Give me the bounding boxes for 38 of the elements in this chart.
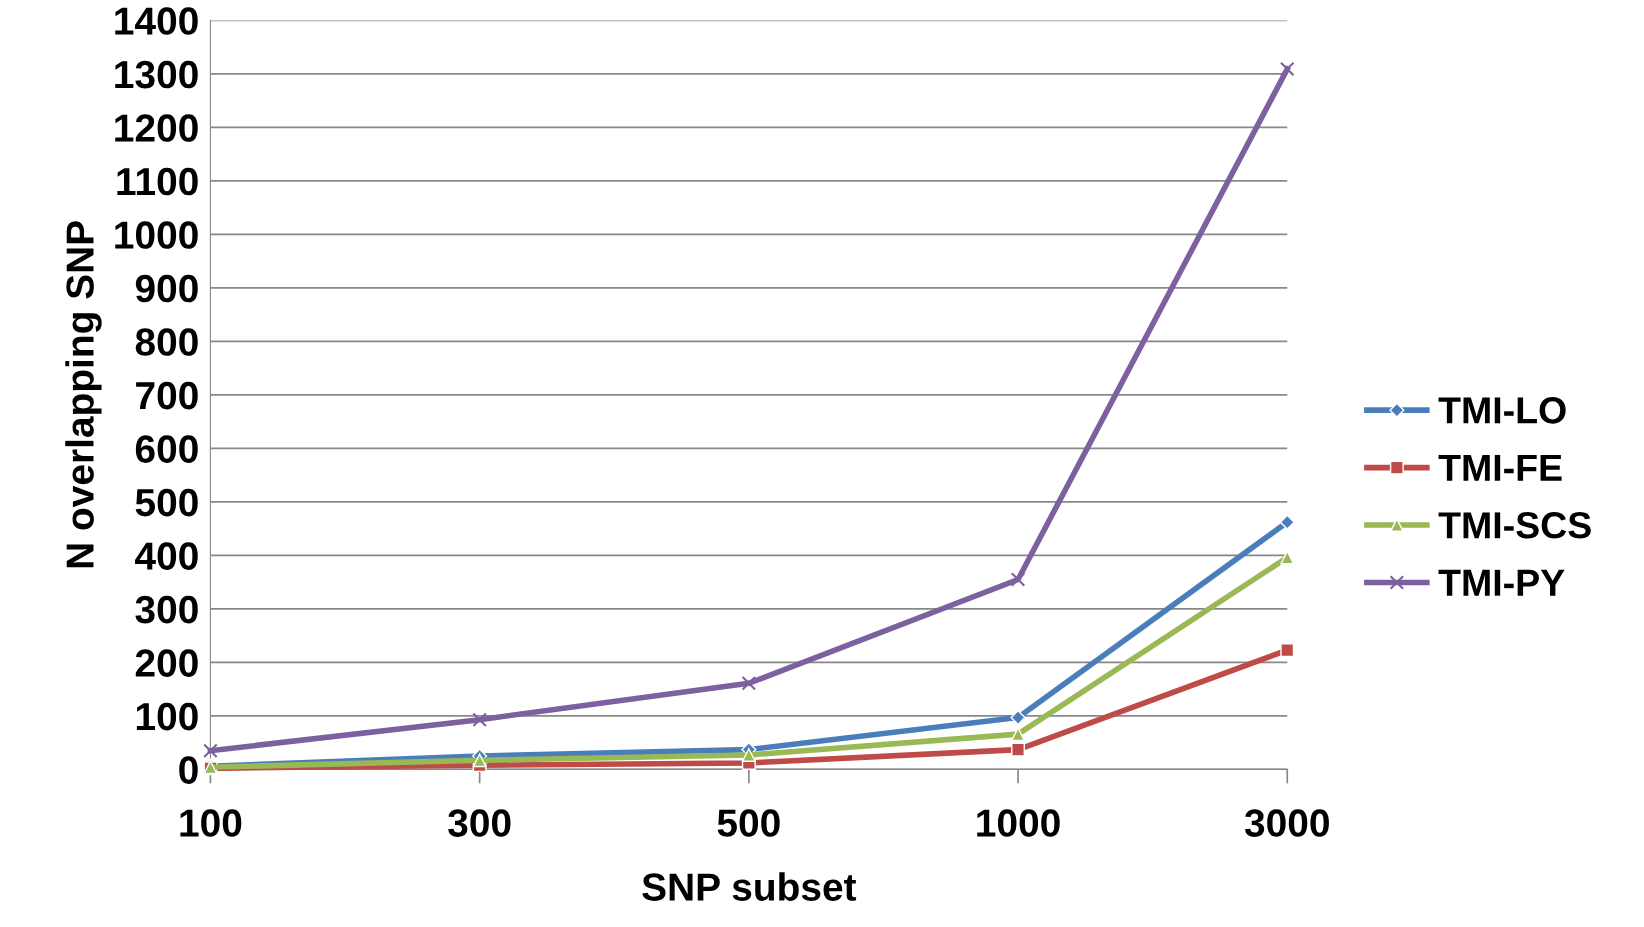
y-tick-label: 1100 xyxy=(117,167,198,196)
y-tick-label: 400 xyxy=(135,542,198,570)
y-tick-label: 500 xyxy=(135,488,198,517)
point xyxy=(203,743,218,758)
x-tick-label: 500 xyxy=(717,809,780,837)
y-tick-label: 0 xyxy=(179,756,198,784)
point xyxy=(1011,742,1025,757)
x-tick-label: 3000 xyxy=(1244,809,1329,837)
legend-label: TMI-FE xyxy=(1438,454,1562,481)
y-tick-label: 700 xyxy=(136,381,198,410)
y-tick-label: 1400 xyxy=(115,7,198,35)
y-tick-label: 100 xyxy=(136,702,198,731)
point xyxy=(1011,727,1025,742)
x-axis-title: SNP subset xyxy=(642,872,857,901)
x-tick-label: 300 xyxy=(448,809,511,837)
legend-label: TMI-LO xyxy=(1438,397,1566,424)
x-tick-label: 100 xyxy=(180,809,242,837)
point xyxy=(741,748,756,762)
y-tick-label: 600 xyxy=(135,435,198,463)
y-tick-label: 1200 xyxy=(115,114,198,142)
point xyxy=(1279,61,1295,77)
y-tick-label: 300 xyxy=(135,595,198,624)
y-tick-label: 1300 xyxy=(115,60,198,89)
x-tick-label: 1000 xyxy=(977,809,1060,837)
point xyxy=(1010,572,1026,587)
y-tick-label: 900 xyxy=(135,274,198,303)
legend-label: TMI-SCS xyxy=(1438,512,1591,539)
legend-label: TMI-PY xyxy=(1438,569,1565,596)
point xyxy=(472,712,487,727)
point xyxy=(741,675,757,691)
point xyxy=(472,753,487,768)
y-axis-title: N overlapping SNP xyxy=(65,221,102,568)
point xyxy=(1010,709,1026,726)
point xyxy=(1279,514,1295,530)
y-tick-label: 200 xyxy=(135,649,198,677)
y-tick-label: 800 xyxy=(135,328,198,356)
point xyxy=(1280,643,1295,658)
y-tick-label: 1000 xyxy=(115,221,198,249)
